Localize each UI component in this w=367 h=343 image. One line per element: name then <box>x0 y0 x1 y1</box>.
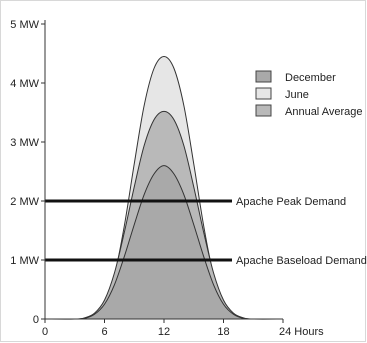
legend-swatch-june <box>255 87 272 100</box>
legend: December June Annual Average <box>255 70 362 118</box>
x-tick-label: 0 <box>42 326 48 338</box>
legend-label-annual-average: Annual Average <box>285 106 362 118</box>
series-line-december <box>44 165 284 320</box>
x-tick-label: 24 Hours <box>279 326 324 338</box>
x-tick-label: 18 <box>217 326 229 338</box>
axes: 0 1 MW 2 MW 3 MW 4 MW 5 MW 0 6 12 18 24 Hours <box>10 19 324 338</box>
y-tick-label: 1 MW <box>10 255 39 267</box>
y-tick-label: 4 MW <box>10 78 39 90</box>
legend-swatch-december <box>255 70 272 83</box>
legend-swatch-annual-average <box>255 104 272 117</box>
x-tick-label: 12 <box>158 326 170 338</box>
reference-label-apache-baseload-demand: Apache Baseload Demand <box>236 255 367 267</box>
legend-label-june: June <box>285 89 309 101</box>
y-tick-label: 2 MW <box>10 196 39 208</box>
reference-lines: Apache Peak Demand Apache Baseload Demand <box>45 196 367 267</box>
y-tick-label: 0 <box>33 314 39 326</box>
x-tick-label: 6 <box>101 326 107 338</box>
legend-label-december: December <box>285 72 336 84</box>
reference-label-apache-peak-demand: Apache Peak Demand <box>236 196 346 208</box>
series-area-december <box>45 165 283 320</box>
series-line-annual-average <box>44 110 284 320</box>
series-layer <box>44 55 284 320</box>
y-tick-label: 5 MW <box>10 19 39 31</box>
y-tick-label: 3 MW <box>10 137 39 149</box>
